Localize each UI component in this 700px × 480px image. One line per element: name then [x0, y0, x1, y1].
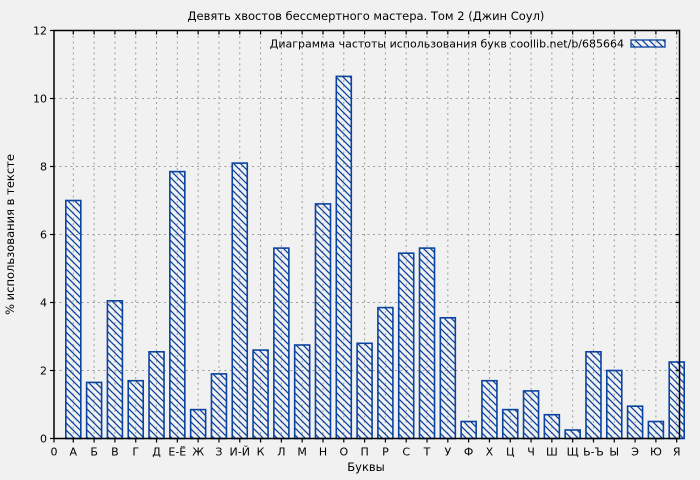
x-tick-label-Я: Я	[673, 446, 681, 459]
bar-Х	[481, 379, 498, 440]
x-tick-label-И-Й: И-Й	[230, 446, 250, 459]
bar-Ь-Ъ	[585, 350, 602, 440]
y-tick-label-8: 8	[40, 161, 47, 174]
x-tick-label-Ш: Ш	[546, 446, 558, 459]
bar-Ч	[522, 390, 540, 440]
x-tick-label-Ц: Ц	[506, 446, 515, 459]
bar-Н	[314, 203, 332, 440]
x-tick-label-В: В	[111, 446, 119, 459]
x-tick-label-Л: Л	[277, 446, 285, 459]
x-tick-label-Э: Э	[631, 446, 639, 459]
x-tick-label-Д: Д	[152, 446, 161, 459]
bar-О	[335, 75, 353, 440]
x-tick-label-origin: 0	[51, 446, 58, 459]
x-tick-label-Щ: Щ	[567, 446, 579, 459]
bar-Г	[127, 379, 145, 440]
x-tick-label-Ч: Ч	[527, 446, 535, 459]
bar-Э	[626, 405, 644, 440]
x-tick-label-Х: Х	[486, 446, 494, 459]
bar-К	[252, 349, 269, 440]
x-tick-label-Ь-Ъ: Ь-Ъ	[583, 446, 604, 459]
x-tick-label-С: С	[402, 446, 410, 459]
bar-Ц	[501, 408, 519, 440]
bar-Ш	[543, 413, 561, 440]
bar-П	[356, 342, 373, 440]
x-tick-label-К: К	[257, 446, 265, 459]
y-tick-label-10: 10	[33, 93, 47, 106]
y-tick-label-0: 0	[40, 433, 47, 446]
x-tick-label-Е-Ё: Е-Ё	[168, 446, 186, 459]
x-tick-label-Т: Т	[423, 446, 431, 459]
legend-label: Диаграмма частоты использования букв coo…	[270, 38, 624, 51]
bar-В	[106, 299, 124, 440]
x-tick-label-Г: Г	[132, 446, 139, 459]
bar-Ж	[189, 408, 207, 440]
x-tick-label-М: М	[297, 446, 307, 459]
y-axis-label: % использования в тексте	[3, 154, 17, 315]
x-tick-label-Р: Р	[382, 446, 389, 459]
bar-Т	[418, 247, 436, 440]
y-tick-label-2: 2	[40, 365, 47, 378]
bar-Ф	[460, 420, 477, 440]
bar-Е-Ё	[169, 170, 186, 440]
x-tick-label-Ф: Ф	[464, 446, 473, 459]
bar-З	[210, 373, 228, 440]
bars	[65, 75, 686, 440]
x-tick-label-П: П	[360, 446, 368, 459]
x-axis-label: Буквы	[347, 460, 385, 474]
x-tick-label-Б: Б	[90, 446, 98, 459]
tick-labels: 0 А Б В Г Д Е-Ё Ж З И-Й К Л М Н О П Р С Т У Ф Х Ц Ч Ш Щ Ь-Ъ Ы Э Ю Я024…	[33, 25, 681, 459]
bar-Д	[148, 350, 165, 440]
bar-Б	[85, 381, 103, 440]
x-tick-label-Ж: Ж	[192, 446, 204, 459]
bar-И-Й	[231, 162, 249, 440]
x-tick-label-А: А	[70, 446, 78, 459]
x-tick-label-З: З	[215, 446, 222, 459]
bar-М	[293, 344, 311, 440]
bar-У	[439, 316, 457, 440]
x-tick-label-Ю: Ю	[650, 446, 662, 459]
bar-Л	[273, 247, 290, 440]
x-tick-label-У: У	[444, 446, 451, 459]
bar-Щ	[564, 429, 581, 440]
x-tick-label-Н: Н	[319, 446, 327, 459]
bar-Ы	[605, 369, 623, 440]
bar-Я	[668, 361, 686, 440]
axis-ticks	[50, 29, 680, 443]
x-tick-label-О: О	[339, 446, 348, 459]
bar-Ю	[647, 420, 665, 440]
y-tick-label-6: 6	[40, 229, 47, 242]
y-tick-label-4: 4	[40, 297, 47, 310]
bar-Р	[377, 306, 394, 440]
y-tick-label-12: 12	[33, 25, 47, 38]
legend-swatch	[630, 39, 666, 48]
bar-С	[397, 252, 415, 440]
chart-title: Девять хвостов бессмертного мастера. Том…	[188, 9, 545, 23]
x-tick-label-Ы: Ы	[609, 446, 619, 459]
grid-lines	[54, 30, 680, 439]
bar-А	[65, 199, 82, 440]
